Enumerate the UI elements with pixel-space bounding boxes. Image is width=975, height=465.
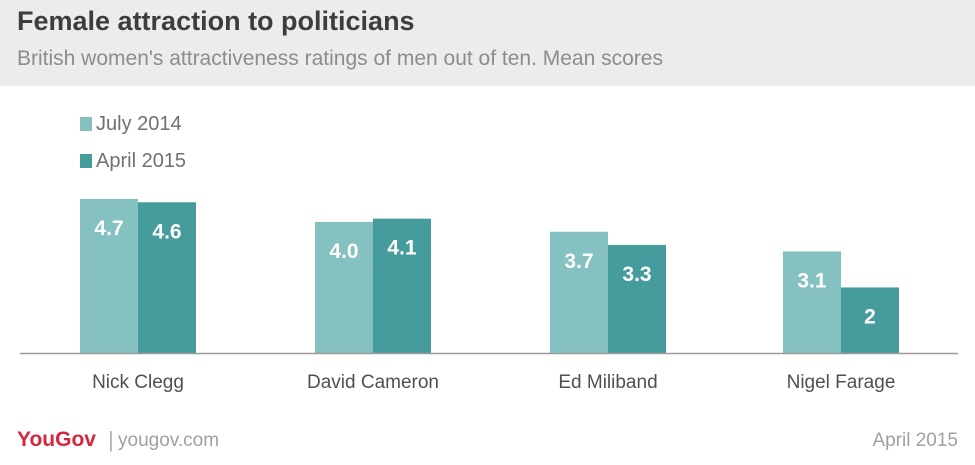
legend-label-july-2014: July 2014 xyxy=(96,112,182,135)
yougov-logo[interactable]: YouGov xyxy=(17,428,96,451)
legend-swatch-july-2014 xyxy=(80,117,92,131)
chart-legend: July 2014 April 2015 xyxy=(80,112,186,186)
category-label-david-cameron: David Cameron xyxy=(307,372,439,393)
footer-url-link[interactable]: yougov.com xyxy=(118,430,220,451)
data-label-nigel-farage-april-2015: 2 xyxy=(864,305,876,328)
data-label-david-cameron-april-2015: 4.1 xyxy=(387,237,417,260)
legend-swatch-april-2015 xyxy=(80,154,92,168)
header-band: Female attraction to politicians British… xyxy=(0,0,975,86)
chart-title: Female attraction to politicians xyxy=(17,6,415,36)
bar-david-cameron-april-2015 xyxy=(373,218,431,353)
bar-nick-clegg-july-2014 xyxy=(80,199,138,353)
category-label-nigel-farage: Nigel Farage xyxy=(787,372,896,393)
data-label-nick-clegg-april-2015: 4.6 xyxy=(152,220,181,243)
legend-label-april-2015: April 2015 xyxy=(96,149,187,172)
data-label-ed-miliband-july-2014: 3.7 xyxy=(564,250,593,273)
chart-subtitle: British women's attractiveness ratings o… xyxy=(17,47,663,70)
legend-item-july-2014: July 2014 xyxy=(80,112,186,136)
legend-item-april-2015: April 2015 xyxy=(80,149,186,173)
data-label-nigel-farage-july-2014: 3.1 xyxy=(797,269,827,292)
bar-ed-miliband-july-2014 xyxy=(550,231,608,353)
category-label-nick-clegg: Nick Clegg xyxy=(92,372,184,393)
footer-date: April 2015 xyxy=(872,430,958,451)
bar-nick-clegg-april-2015 xyxy=(138,202,196,353)
bar-nigel-farage-april-2015 xyxy=(841,287,899,353)
data-label-nick-clegg-july-2014: 4.7 xyxy=(94,217,123,240)
data-label-ed-miliband-april-2015: 3.3 xyxy=(622,263,651,286)
category-label-ed-miliband: Ed Miliband xyxy=(558,372,657,393)
data-label-david-cameron-july-2014: 4.0 xyxy=(329,240,358,263)
bar-nigel-farage-july-2014 xyxy=(783,251,841,353)
bar-ed-miliband-april-2015 xyxy=(608,244,666,353)
footer-separator: | xyxy=(108,427,114,452)
bar-david-cameron-july-2014 xyxy=(315,221,373,353)
